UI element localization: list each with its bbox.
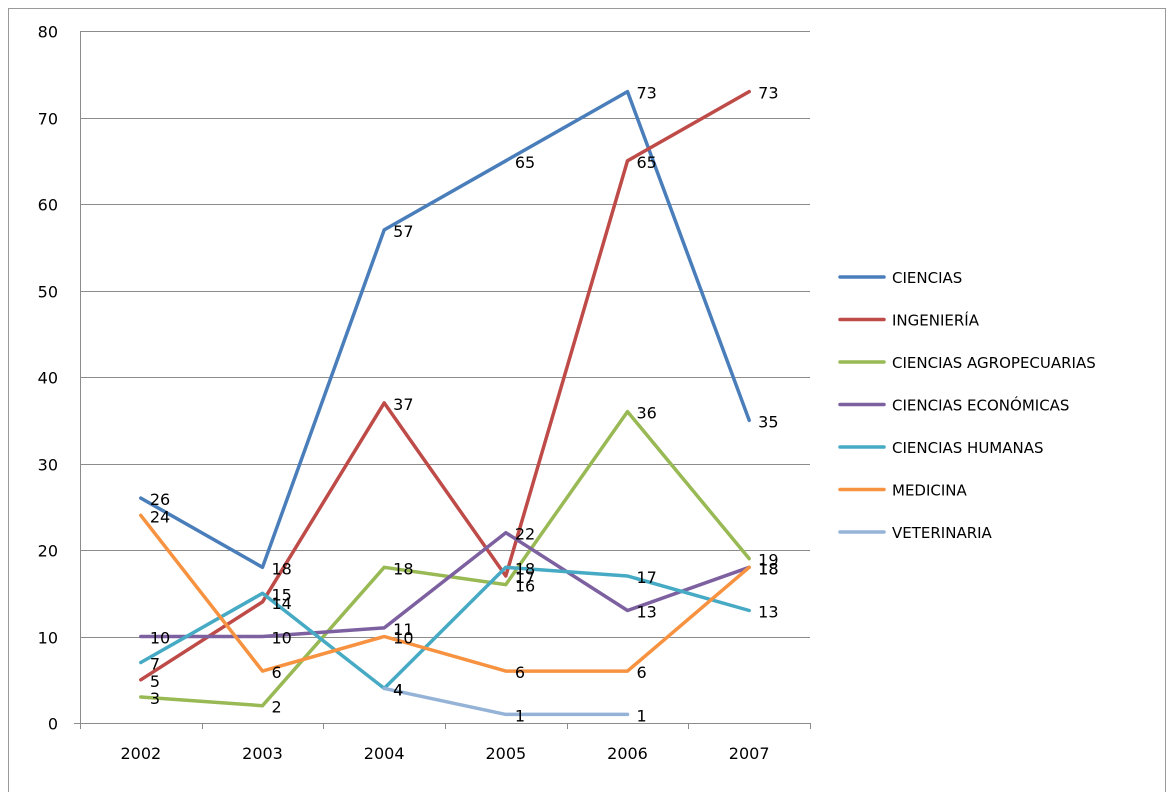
data-label: 36: [637, 404, 657, 423]
series-line: [382, 686, 630, 717]
data-label: 18: [515, 559, 535, 578]
data-label: 1: [637, 706, 647, 725]
series-line: [139, 565, 751, 691]
data-label: 15: [272, 585, 292, 604]
legend: CIENCIAS INGENIERÍA CIENCIAS AGROPECUARIAS…: [838, 269, 1096, 542]
x-tick-label: 2002: [120, 744, 161, 763]
chart-border: [8, 8, 1166, 796]
x-tick-label: 2005: [485, 744, 526, 763]
x-tick-label: 2004: [364, 744, 405, 763]
data-label: 5: [150, 672, 160, 691]
y-tick-label: 30: [38, 456, 58, 475]
data-label: 10: [272, 629, 292, 648]
x-tick-label: 2003: [242, 744, 283, 763]
legend-label: INGENIERÍA: [892, 311, 980, 330]
data-label: 26: [150, 490, 170, 509]
data-label: 14: [272, 594, 292, 613]
data-label: 17: [637, 568, 657, 587]
series-line: [139, 530, 751, 639]
data-label: 18: [393, 559, 413, 578]
legend-label: CIENCIAS HUMANAS: [892, 439, 1044, 457]
y-tick-label: 80: [38, 23, 58, 42]
data-label: 17: [515, 568, 535, 587]
legend-label: VETERINARIA: [892, 524, 993, 542]
data-label: 4: [393, 680, 403, 699]
data-label: 73: [637, 84, 657, 103]
series-line: [139, 409, 751, 708]
series-line: [139, 89, 751, 682]
data-label: 37: [393, 395, 413, 414]
x-tick-label: 2007: [729, 744, 770, 763]
data-label: 7: [150, 654, 160, 673]
legend-label: MEDICINA: [892, 482, 968, 500]
data-label: 3: [150, 689, 160, 708]
data-label: 4: [393, 680, 403, 699]
data-label: 65: [637, 153, 657, 172]
data-label: 13: [758, 603, 778, 622]
data-label: 6: [515, 663, 525, 682]
data-label: 10: [393, 629, 413, 648]
data-label: 65: [515, 153, 535, 172]
x-tick-label: 2006: [607, 744, 648, 763]
data-label: 10: [150, 629, 170, 648]
legend-label: CIENCIAS ECONÓMICAS: [892, 396, 1069, 415]
data-label: 2: [272, 698, 282, 717]
series-line: [139, 89, 751, 570]
data-label: 6: [272, 663, 282, 682]
legend-label: CIENCIAS: [892, 269, 962, 287]
y-tick-label: 0: [48, 715, 58, 734]
data-label: 73: [758, 84, 778, 103]
y-tick-label: 40: [38, 369, 58, 388]
data-label: 13: [637, 603, 657, 622]
y-tick-label: 60: [38, 196, 58, 215]
data-label: 19: [758, 551, 778, 570]
y-tick-label: 10: [38, 629, 58, 648]
data-label: 16: [515, 577, 535, 596]
data-label: 24: [150, 507, 170, 526]
data-label: 18: [758, 559, 778, 578]
axes: 0 10 20 30 40 50 60 70 80 2002 2003 2004 2005 2006 200…: [38, 23, 811, 763]
data-label: 6: [637, 663, 647, 682]
y-tick-label: 50: [38, 283, 58, 302]
data-label: 11: [393, 620, 413, 639]
data-label: 57: [393, 222, 413, 241]
series: [139, 89, 751, 717]
data-label: 22: [515, 525, 535, 544]
data-label: 35: [758, 412, 778, 431]
y-tick-label: 20: [38, 542, 58, 561]
data-label: 18: [758, 559, 778, 578]
data-label: 1: [515, 706, 525, 725]
data-label: 18: [272, 559, 292, 578]
series-line: [139, 513, 751, 673]
legend-label: CIENCIAS AGROPECUARIAS: [892, 354, 1096, 372]
y-tick-label: 70: [38, 110, 58, 129]
